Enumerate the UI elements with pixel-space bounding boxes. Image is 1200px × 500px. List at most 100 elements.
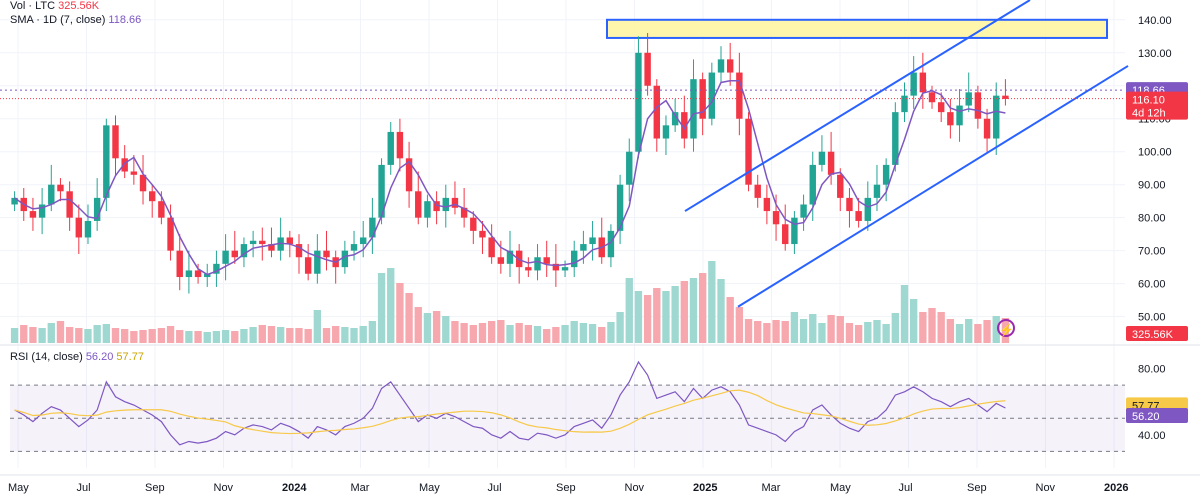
price-tick-label: 70.00 (1138, 246, 1166, 258)
volume-bar (992, 316, 1000, 343)
candle-body (488, 237, 495, 258)
rsi-tick-label: 40.00 (1138, 430, 1166, 442)
volume-bar (377, 273, 386, 343)
volume-bar (322, 328, 331, 343)
candle-body (974, 92, 982, 119)
trendlines[interactable] (684, 0, 1129, 308)
last-price-badge (1126, 91, 1188, 120)
lightning-icon[interactable]: ⚡ (997, 319, 1015, 337)
volume-bar (130, 331, 138, 343)
volume-bar (267, 326, 276, 343)
candle-body (837, 174, 844, 198)
volume-bar (10, 328, 19, 343)
volume-bar (818, 323, 826, 343)
volume-bar (478, 323, 487, 343)
sma-legend-value: 118.66 (108, 14, 142, 26)
price-tick-label: 90.00 (1138, 180, 1166, 192)
volume-bar (286, 328, 294, 343)
candle-body (470, 217, 477, 231)
rsi-badge (1126, 408, 1188, 424)
candle-body (763, 197, 771, 212)
volume-bar (240, 329, 248, 343)
candle-body (1002, 95, 1009, 99)
candle-body (130, 171, 138, 175)
candle-body (112, 125, 119, 159)
volume-bar (873, 320, 881, 343)
candle-body (286, 237, 294, 245)
last-price-badge-text: 116.10 (1132, 95, 1165, 107)
volume-bar (653, 288, 661, 343)
candle-body (892, 112, 899, 165)
volume-bar (75, 328, 83, 343)
candle-body (956, 105, 963, 126)
candle-body (534, 257, 541, 271)
time-tick-label: Nov (625, 482, 645, 494)
volume-bar (900, 285, 909, 343)
candle-body (38, 204, 46, 218)
volume-bar (616, 312, 624, 343)
candle-body (314, 250, 321, 274)
candle-body (158, 201, 165, 218)
volume-badge (1126, 326, 1188, 341)
candle-body (754, 184, 761, 198)
rsi-legend-value: 56.20 (85, 351, 114, 363)
rsi-legend: RSI (14, close) 56.20 57.77 (10, 351, 144, 363)
candle-body (369, 217, 376, 238)
time-tick-label: 2025 (693, 482, 717, 494)
candle-body (644, 52, 651, 86)
volume-bar (276, 327, 285, 343)
rsi-ma-legend-value: 57.77 (116, 351, 144, 363)
candle-body (882, 164, 890, 185)
time-tick-label: 2024 (282, 482, 307, 494)
candle-body (745, 118, 752, 185)
resistance-zone[interactable] (606, 18, 1108, 39)
volume-bar (827, 315, 835, 343)
rsi-badge-text: 56.20 (1132, 411, 1160, 423)
candle-body (864, 197, 872, 221)
candle-body (993, 95, 1000, 139)
volume-bar (295, 328, 303, 343)
volume-bar (735, 307, 744, 343)
volume-bar (139, 330, 147, 343)
candle-body (965, 92, 972, 106)
candle-body (607, 230, 615, 258)
candle-body (589, 237, 596, 245)
volume-bar (515, 323, 523, 343)
candle-body (818, 151, 826, 165)
volume-bar (588, 324, 597, 343)
volume-bar (111, 328, 120, 343)
volume-bar (93, 325, 101, 343)
volume-bar (332, 326, 340, 343)
resistance-zone-rect (606, 18, 1108, 39)
candle-body (121, 158, 128, 172)
time-tick-label: May (830, 482, 851, 494)
volume-bar (47, 323, 55, 343)
volume-bar (754, 321, 762, 343)
candle-body (350, 244, 358, 251)
candle-body (653, 85, 660, 139)
candle-body (405, 158, 413, 192)
volume-bar (84, 329, 92, 343)
volume-bar (414, 307, 422, 343)
candle-body (873, 184, 881, 198)
volume-bar (579, 323, 588, 343)
time-tick-label: Mar (762, 482, 781, 494)
candle-body (304, 257, 312, 274)
candle-body (552, 263, 560, 271)
volume-bar (185, 331, 193, 343)
price-tick-label: 80.00 (1138, 213, 1166, 225)
candle-body (827, 151, 835, 175)
volume-bar (368, 321, 377, 343)
volume-bar (607, 322, 615, 343)
sma-polyline (14, 80, 1006, 276)
volume-bar (561, 325, 569, 343)
channel-bottom-line (737, 65, 1129, 308)
candle-body (910, 72, 917, 96)
volume-bars (10, 261, 1010, 343)
candle-body (57, 184, 64, 192)
candle-body (525, 267, 532, 271)
volume-bar (708, 261, 716, 343)
candle-body (708, 72, 716, 119)
